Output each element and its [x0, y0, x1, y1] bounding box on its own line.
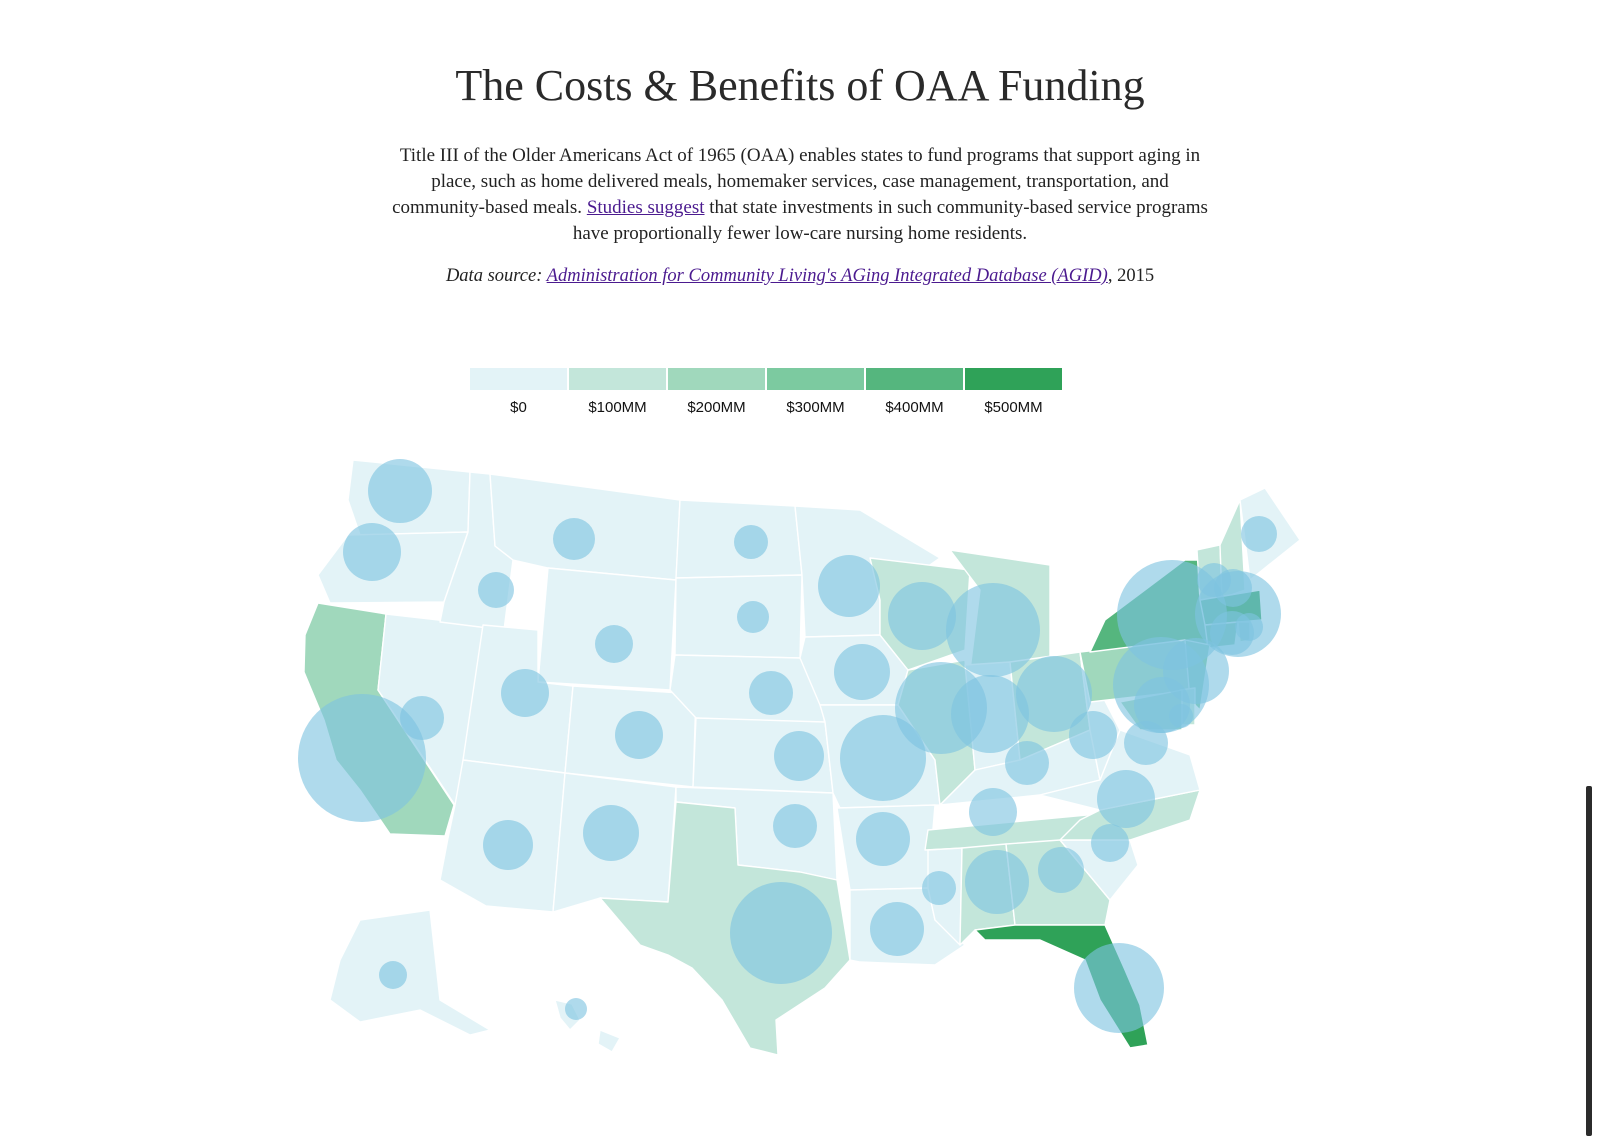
bubble-id[interactable] — [478, 572, 514, 608]
state-hi[interactable] — [554, 999, 621, 1053]
bubble-ok[interactable] — [773, 804, 817, 848]
bubble-la[interactable] — [870, 902, 924, 956]
bubble-in[interactable] — [951, 675, 1029, 753]
state-ak[interactable] — [329, 909, 491, 1036]
scrollbar[interactable] — [1586, 786, 1592, 1136]
bubble-nc[interactable] — [1097, 770, 1155, 828]
legend-label: $200MM — [687, 399, 746, 416]
bubble-ms[interactable] — [922, 871, 956, 905]
intro-paragraph: Title III of the Older Americans Act of … — [390, 143, 1210, 247]
bubble-layer — [298, 459, 1281, 1033]
bubble-ak[interactable] — [379, 961, 407, 989]
bubble-mt[interactable] — [553, 518, 595, 560]
legend-item: $400MM — [866, 368, 963, 418]
legend-item: $200MM — [668, 368, 765, 418]
bubble-ne[interactable] — [749, 671, 793, 715]
bubble-ks[interactable] — [774, 731, 824, 781]
bubble-mn[interactable] — [818, 555, 880, 617]
legend-label: $500MM — [984, 399, 1043, 416]
legend-swatch — [470, 368, 567, 390]
bubble-or[interactable] — [343, 523, 401, 581]
bubble-ar[interactable] — [856, 812, 910, 866]
state-ne[interactable] — [669, 654, 826, 726]
bubble-sd[interactable] — [737, 601, 769, 633]
legend-label: $300MM — [786, 399, 845, 416]
data-source: Data source: Administration for Communit… — [300, 266, 1300, 287]
intro-text-before: Title III of the Older Americans Act of … — [392, 145, 1201, 218]
bubble-ca[interactable] — [298, 694, 426, 822]
bubble-al[interactable] — [965, 850, 1029, 914]
bubble-ga[interactable] — [1038, 847, 1084, 893]
studies-suggest-link[interactable]: Studies suggest — [586, 197, 705, 218]
legend-item: $0 — [470, 368, 567, 418]
legend-label: $400MM — [885, 399, 944, 416]
bubble-ia[interactable] — [834, 644, 890, 700]
bubble-tn[interactable] — [969, 788, 1017, 836]
legend-item: $500MM — [965, 368, 1062, 418]
bubble-fl[interactable] — [1074, 943, 1164, 1033]
legend-swatch — [569, 368, 666, 390]
legend-swatch — [866, 368, 963, 390]
bubble-wa[interactable] — [368, 459, 432, 523]
bubble-me[interactable] — [1241, 516, 1277, 552]
bubble-sc[interactable] — [1091, 824, 1129, 862]
bubble-oh[interactable] — [1016, 656, 1092, 732]
legend-label: $0 — [510, 399, 527, 416]
bubble-hi[interactable] — [565, 998, 587, 1020]
bubble-wy[interactable] — [595, 625, 633, 663]
legend-swatch — [965, 368, 1062, 390]
bubble-wi[interactable] — [888, 582, 956, 650]
intro-text-after: that state investments in such community… — [572, 197, 1208, 244]
bubble-az[interactable] — [483, 820, 533, 870]
legend-swatch — [668, 368, 765, 390]
data-source-label: Data source: — [445, 266, 547, 286]
state-tx[interactable] — [599, 801, 851, 1056]
bubble-nm[interactable] — [583, 805, 639, 861]
bubble-nv[interactable] — [400, 696, 444, 740]
bubble-mi[interactable] — [946, 583, 1040, 677]
agid-link[interactable]: Administration for Community Living's AG… — [546, 266, 1108, 286]
legend-label: $100MM — [588, 399, 647, 416]
us-map — [298, 459, 1301, 1056]
bubble-wv[interactable] — [1069, 711, 1117, 759]
legend-item: $100MM — [569, 368, 666, 418]
bubble-ky[interactable] — [1005, 741, 1049, 785]
legend-item: $300MM — [767, 368, 864, 418]
data-source-year: , 2015 — [1107, 266, 1155, 286]
bubble-tx[interactable] — [730, 882, 832, 984]
bubble-nd[interactable] — [734, 525, 768, 559]
bubble-ut[interactable] — [501, 669, 549, 717]
legend-swatch — [767, 368, 864, 390]
bubble-co[interactable] — [615, 711, 663, 759]
bubble-ri[interactable] — [1235, 613, 1263, 641]
page-title: The Costs & Benefits of OAA Funding — [455, 61, 1145, 110]
color-legend: $0 $100MM $200MM $300MM $400MM $500MM — [470, 368, 1070, 418]
bubble-mo[interactable] — [840, 715, 926, 801]
bubble-md[interactable] — [1134, 677, 1190, 733]
